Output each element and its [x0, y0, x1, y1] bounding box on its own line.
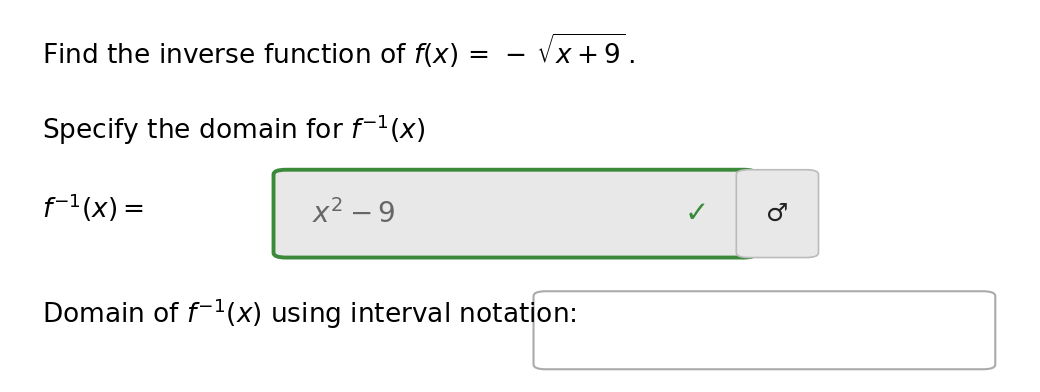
FancyBboxPatch shape — [534, 291, 995, 369]
FancyBboxPatch shape — [274, 170, 756, 258]
Text: $x^2 - 9$: $x^2 - 9$ — [312, 199, 395, 229]
Text: Domain of $f^{-1}(x)$ using interval notation:: Domain of $f^{-1}(x)$ using interval not… — [42, 296, 576, 331]
Text: Find the inverse function of $f(x)\,=\,-\,\sqrt{x+9}\,.$: Find the inverse function of $f(x)\,=\,-… — [42, 32, 635, 70]
Text: ♂: ♂ — [766, 201, 788, 226]
Text: Specify the domain for $f^{-1}(x)$: Specify the domain for $f^{-1}(x)$ — [42, 112, 425, 147]
Text: $f^{-1}(x) =$: $f^{-1}(x) =$ — [42, 192, 144, 224]
Text: ✓: ✓ — [684, 200, 709, 228]
FancyBboxPatch shape — [736, 170, 818, 258]
